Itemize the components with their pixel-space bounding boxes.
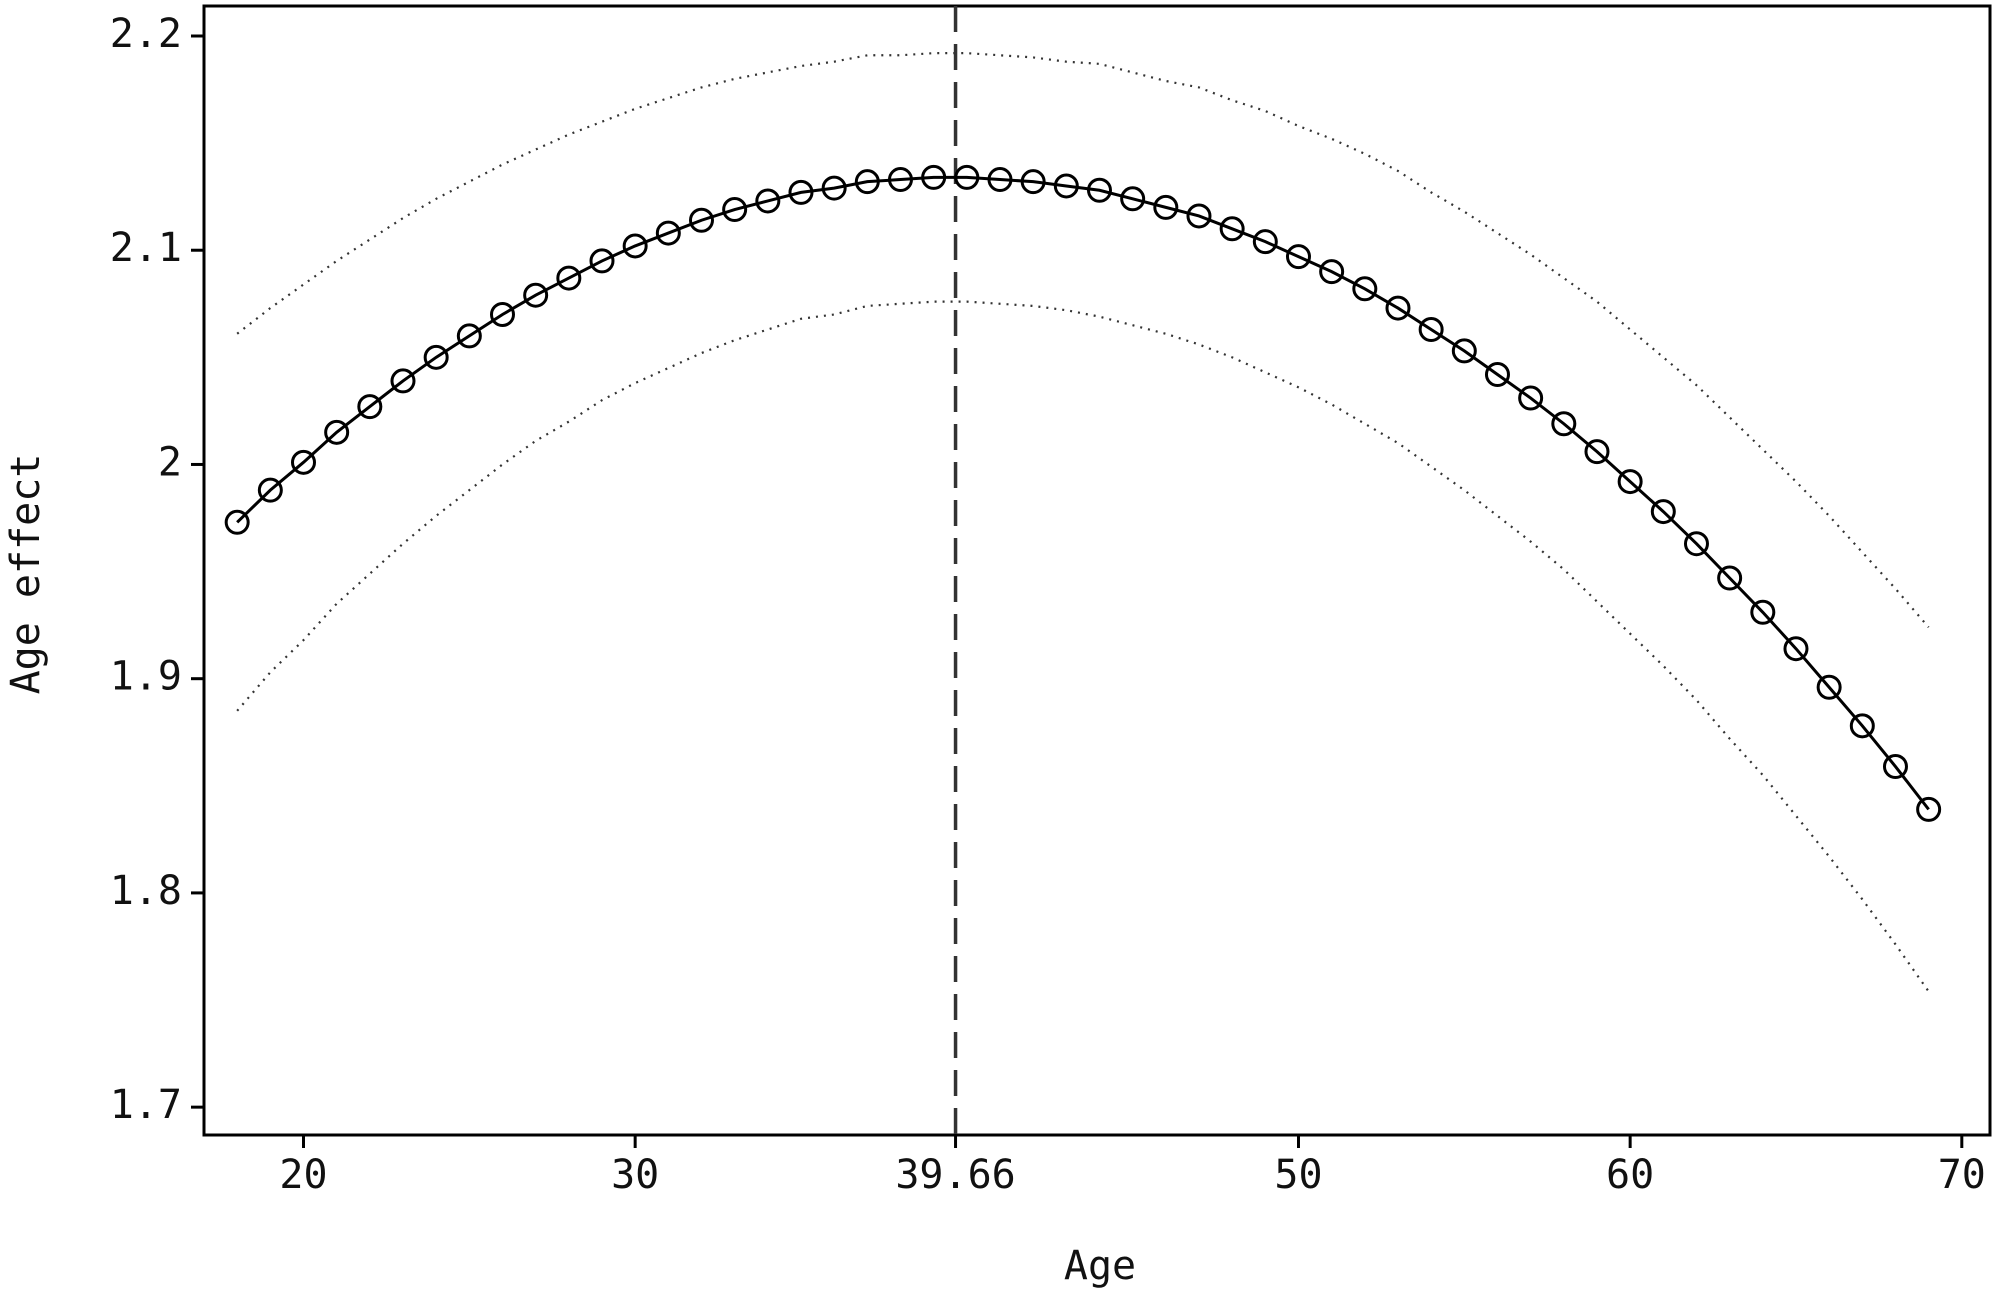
marker xyxy=(1020,169,1046,195)
marker xyxy=(1352,276,1378,302)
marker xyxy=(688,207,714,233)
marker xyxy=(1916,796,1942,822)
x-axis-label: Age xyxy=(1064,1243,1136,1289)
marker xyxy=(1816,674,1842,700)
marker xyxy=(887,167,913,193)
marker xyxy=(622,233,648,259)
marker xyxy=(821,175,847,201)
marker xyxy=(589,248,615,274)
marker xyxy=(357,394,383,420)
marker xyxy=(1219,216,1245,242)
marker xyxy=(324,419,350,445)
marker xyxy=(1849,713,1875,739)
marker xyxy=(523,282,549,308)
marker xyxy=(257,477,283,503)
marker xyxy=(423,344,449,370)
y-tick-label: 1.8 xyxy=(110,868,182,914)
confidence-band xyxy=(236,300,1930,993)
marker xyxy=(1451,338,1477,364)
marker xyxy=(1418,316,1444,342)
marker xyxy=(390,368,416,394)
x-tick-label: 50 xyxy=(1274,1152,1322,1198)
y-tick-label: 2.2 xyxy=(110,11,182,57)
marker xyxy=(1252,229,1278,255)
y-tick-label: 2 xyxy=(158,439,182,485)
marker xyxy=(1285,244,1311,270)
marker xyxy=(1153,194,1179,220)
marker xyxy=(1385,295,1411,321)
marker xyxy=(987,167,1013,193)
marker xyxy=(1484,361,1510,387)
marker xyxy=(954,164,980,190)
marker xyxy=(224,509,250,535)
marker xyxy=(1086,177,1112,203)
y-tick-label: 1.9 xyxy=(110,654,182,700)
marker xyxy=(1319,259,1345,285)
marker xyxy=(1551,411,1577,437)
marker xyxy=(1518,385,1544,411)
marker xyxy=(1717,565,1743,591)
marker xyxy=(1584,439,1610,465)
marker xyxy=(1750,599,1776,625)
x-tick-label: 60 xyxy=(1606,1152,1654,1198)
marker xyxy=(655,220,681,246)
marker xyxy=(556,265,582,291)
marker xyxy=(1186,203,1212,229)
marker xyxy=(1650,499,1676,525)
x-tick-label: 70 xyxy=(1938,1152,1986,1198)
x-tick-label: 20 xyxy=(279,1152,327,1198)
marker xyxy=(1617,469,1643,495)
marker xyxy=(1783,636,1809,662)
marker xyxy=(456,323,482,349)
y-tick-label: 2.1 xyxy=(110,225,182,271)
marker xyxy=(1882,754,1908,780)
marker xyxy=(755,188,781,214)
marker xyxy=(722,197,748,223)
marker xyxy=(489,301,515,327)
marker xyxy=(1053,173,1079,199)
marker xyxy=(1683,531,1709,557)
x-tick-label: 30 xyxy=(611,1152,659,1198)
marker xyxy=(921,164,947,190)
marker xyxy=(1120,186,1146,212)
x-tick-label: 39.66 xyxy=(895,1152,1015,1198)
y-tick-label: 1.7 xyxy=(110,1082,182,1128)
y-axis-label: Age effect xyxy=(3,454,49,695)
marker xyxy=(854,169,880,195)
marker xyxy=(788,179,814,205)
marker xyxy=(290,449,316,475)
effect-line xyxy=(236,175,1930,811)
plot-frame xyxy=(202,4,1992,1137)
confidence-band xyxy=(236,52,1930,628)
